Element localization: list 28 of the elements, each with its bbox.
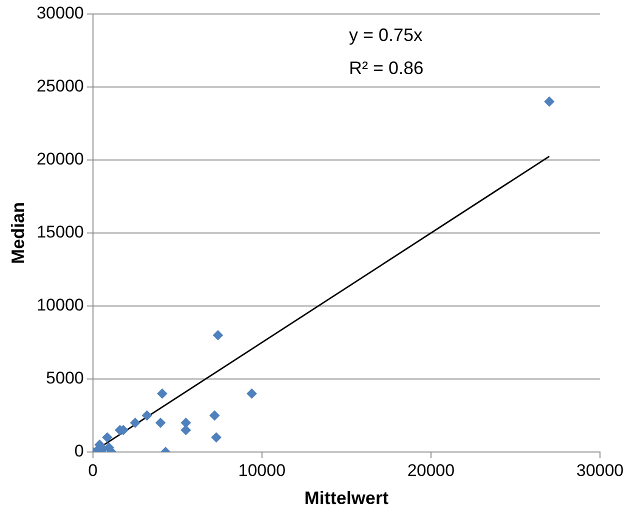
annotation: y = 0.75x <box>348 24 423 45</box>
y-axis-title: Median <box>8 202 28 264</box>
y-tick-label: 30000 <box>36 4 84 23</box>
x-tick-label: 20000 <box>407 460 455 480</box>
point <box>98 444 108 452</box>
point <box>180 425 191 436</box>
point <box>544 96 554 107</box>
point <box>210 410 220 420</box>
x-tick-label: 30000 <box>576 460 624 480</box>
y-tick-label: 10000 <box>36 296 84 315</box>
point <box>102 432 112 442</box>
y-tick-label: 5000 <box>46 368 84 388</box>
point <box>130 418 140 428</box>
x-tick-label: 0 <box>88 460 98 480</box>
x-tick-label: 10000 <box>238 460 286 480</box>
y-tick-label: 20000 <box>36 150 84 169</box>
y-tick-label: 25000 <box>36 76 84 96</box>
point <box>180 418 191 428</box>
y-tick-label: 15000 <box>36 222 84 242</box>
point <box>211 432 222 442</box>
point <box>157 388 168 399</box>
x-axis-title: Mittelwert <box>304 488 388 508</box>
point <box>246 388 257 399</box>
y-tick-label: 0 <box>74 442 84 461</box>
point <box>212 330 223 340</box>
point <box>155 418 166 428</box>
annotation: R² = 0.86 <box>348 58 424 78</box>
point <box>142 410 152 420</box>
